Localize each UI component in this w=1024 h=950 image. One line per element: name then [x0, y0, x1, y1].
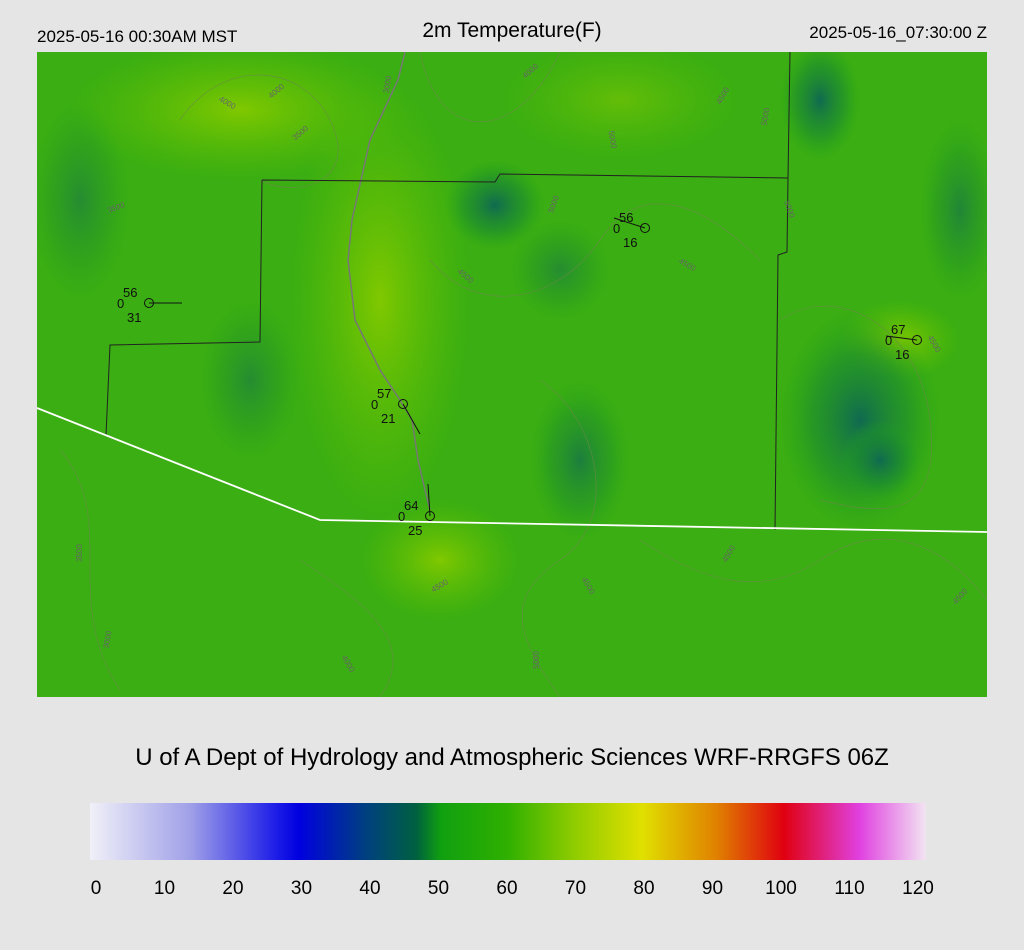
colorbar-tick-label: 110 [834, 878, 864, 899]
colorbar-tick-label: 50 [428, 878, 449, 899]
colorbar-tick-label: 10 [154, 878, 175, 899]
station-circle [398, 399, 408, 409]
contour-label: 3000 [382, 74, 394, 94]
temperature: 56 [123, 285, 137, 300]
contour-label: 3500 [75, 544, 84, 562]
cloud-cover: 0 [398, 509, 405, 524]
valid-local: 2025-05-16 00:30AM MST [37, 27, 237, 46]
colorbar-tick-label: 40 [359, 878, 380, 899]
colorbar-tick-label: 0 [91, 878, 102, 899]
temperature: 56 [619, 210, 633, 225]
temperature: 57 [377, 386, 391, 401]
colorbar-tick-label: 60 [496, 878, 517, 899]
wind-barb [402, 403, 421, 435]
wind-barb [427, 483, 431, 517]
dewpoint: 16 [895, 347, 909, 362]
cloud-cover: 0 [117, 296, 124, 311]
station-circle [144, 298, 154, 308]
wind-barb [885, 335, 918, 341]
colorbar-tick-label: 70 [565, 878, 586, 899]
station-circle [425, 511, 435, 521]
dewpoint: 31 [127, 310, 141, 325]
dewpoint: 25 [408, 523, 422, 538]
cloud-cover: 0 [885, 333, 892, 348]
map-title: 2m Temperature(F) [422, 19, 601, 42]
colorbar-tick-label: 120 [902, 878, 934, 899]
contour-label: 5000 [606, 130, 618, 150]
wind-barb [613, 217, 646, 229]
valid-utc: 2025-05-16_07:30:00 Z [809, 23, 987, 42]
dewpoint: 16 [623, 235, 637, 250]
colorbar-tick-label: 100 [765, 878, 797, 899]
contour-label: 3000 [102, 629, 114, 649]
temperature: 64 [404, 498, 418, 513]
cloud-cover: 0 [613, 221, 620, 236]
cloud-cover: 0 [371, 397, 378, 412]
temperature: 67 [891, 322, 905, 337]
colorbar-tick-label: 20 [222, 878, 243, 899]
contour-label: 5000 [760, 106, 772, 126]
colorbar-tick-label: 80 [633, 878, 654, 899]
colorbar-tick-label: 30 [291, 878, 312, 899]
footer: U of A Dept of Hydrology and Atmospheric… [135, 744, 889, 771]
dewpoint: 21 [381, 411, 395, 426]
contour-label: 5000 [532, 651, 541, 669]
colorbar-tick-label: 90 [702, 878, 723, 899]
station-circle [912, 335, 922, 345]
colorbar [90, 803, 926, 860]
station-circle [640, 223, 650, 233]
